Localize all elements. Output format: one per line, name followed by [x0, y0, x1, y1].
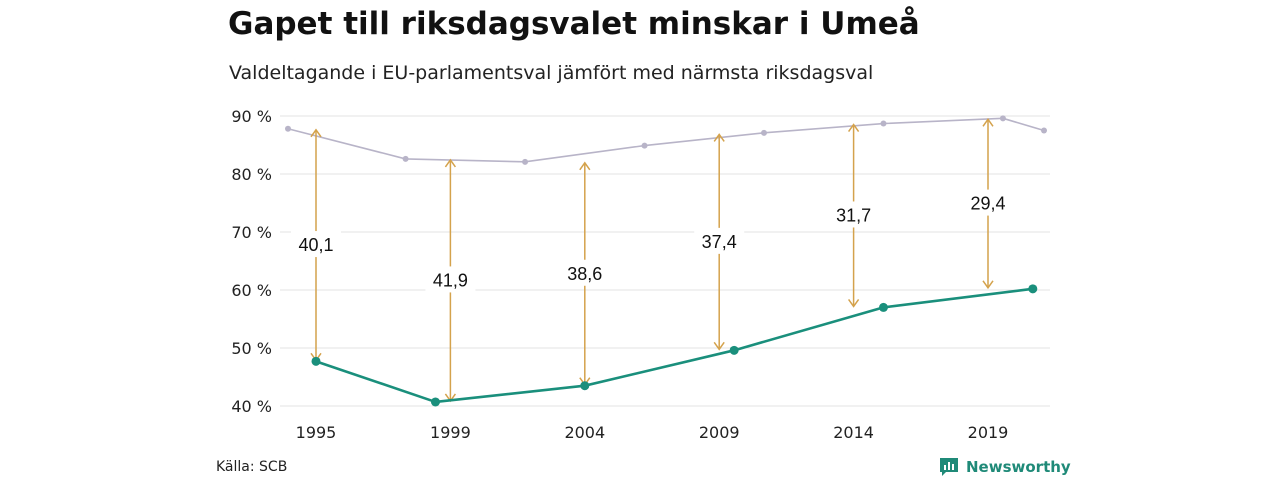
riksdag-point — [1041, 127, 1047, 134]
gap-label: 40,1 — [298, 235, 333, 255]
riksdag-point — [880, 120, 887, 127]
x-tick-label: 2019 — [968, 423, 1009, 442]
riksdag-point — [402, 155, 409, 162]
eu-series — [311, 284, 1038, 407]
x-tick-label: 2009 — [699, 423, 740, 442]
y-tick-label: 80 % — [231, 165, 272, 184]
gap-label-bg — [694, 227, 745, 254]
eu-point — [580, 381, 590, 391]
brand-logo: Newsworthy — [938, 456, 1071, 478]
gap-label-bg — [559, 259, 610, 286]
gap-arrow: 41,9 — [425, 158, 476, 403]
gap-label: 29,4 — [970, 194, 1005, 214]
riksdag-point — [761, 129, 767, 136]
gap-arrow: 29,4 — [963, 118, 1013, 290]
y-tick-label: 50 % — [231, 339, 272, 358]
x-tick-label: 1999 — [430, 423, 471, 442]
gap-arrow: 38,6 — [559, 161, 610, 386]
gap-arrow-head-top — [847, 123, 860, 132]
riksdag-point — [999, 115, 1006, 122]
source-note: Källa: SCB — [216, 459, 288, 475]
newsworthy-logo-icon — [940, 458, 958, 476]
gap-label: 41,9 — [433, 270, 468, 290]
chart-subtitle: Valdeltagande i EU-parlamentsval jämfört… — [229, 62, 874, 84]
gap-label-bg — [425, 266, 476, 293]
gap-arrow-head-top — [444, 158, 457, 168]
eu-point — [729, 345, 739, 355]
riksdag-point — [641, 142, 648, 149]
gap-arrows: 40,1 41,9 38,6 37,4 31,7 29,4 — [291, 118, 1013, 403]
gap-arrow-head-bottom — [982, 280, 994, 290]
gap-arrow-head-bottom — [847, 298, 860, 308]
eu-line — [315, 287, 1033, 404]
riksdag-series — [285, 115, 1047, 165]
y-tick-label: 70 % — [231, 223, 272, 242]
gap-label-bg — [291, 231, 341, 258]
brand-name: Newsworthy — [966, 458, 1071, 476]
gap-arrow: 40,1 — [291, 128, 341, 362]
gap-arrow-head-top — [579, 161, 591, 171]
gap-arrow-head-top — [982, 118, 994, 127]
gap-arrow-head-top — [713, 133, 725, 142]
x-axis-tick-labels: 1995 1999 2004 2009 2014 2019 — [296, 423, 1009, 442]
grid-lines — [280, 115, 1050, 407]
y-tick-label: 90 % — [231, 107, 272, 126]
gap-label: 37,4 — [702, 232, 737, 252]
gap-label-bg — [963, 189, 1013, 216]
y-tick-label: 40 % — [231, 397, 272, 416]
gap-arrow: 37,4 — [694, 133, 745, 351]
x-tick-label: 1995 — [296, 423, 337, 442]
eu-point — [430, 397, 440, 407]
gap-arrow-head-bottom — [713, 341, 725, 351]
x-tick-label: 2004 — [564, 423, 605, 442]
riksdag-point — [285, 125, 291, 132]
gap-label: 38,6 — [567, 264, 602, 284]
y-axis-tick-labels: 40 % 50 % 60 % 70 % 80 % 90 % — [231, 107, 272, 416]
eu-point — [311, 356, 321, 366]
gap-label-bg — [828, 201, 879, 228]
chart-title: Gapet till riksdagsvalet minskar i Umeå — [228, 6, 920, 42]
riksdag-point — [522, 158, 529, 165]
gap-label: 31,7 — [836, 205, 871, 225]
eu-point — [878, 302, 888, 312]
y-tick-label: 60 % — [231, 281, 272, 300]
gap-arrow-head-top — [310, 128, 322, 138]
eu-point — [1028, 284, 1038, 294]
x-tick-label: 2014 — [833, 423, 874, 442]
gap-arrow: 31,7 — [828, 123, 879, 308]
turnout-line-chart: 40 % 50 % 60 % 70 % 80 % 90 % 1995 1999 2004 200… — [231, 107, 1050, 442]
riksdag-line — [287, 117, 1045, 163]
